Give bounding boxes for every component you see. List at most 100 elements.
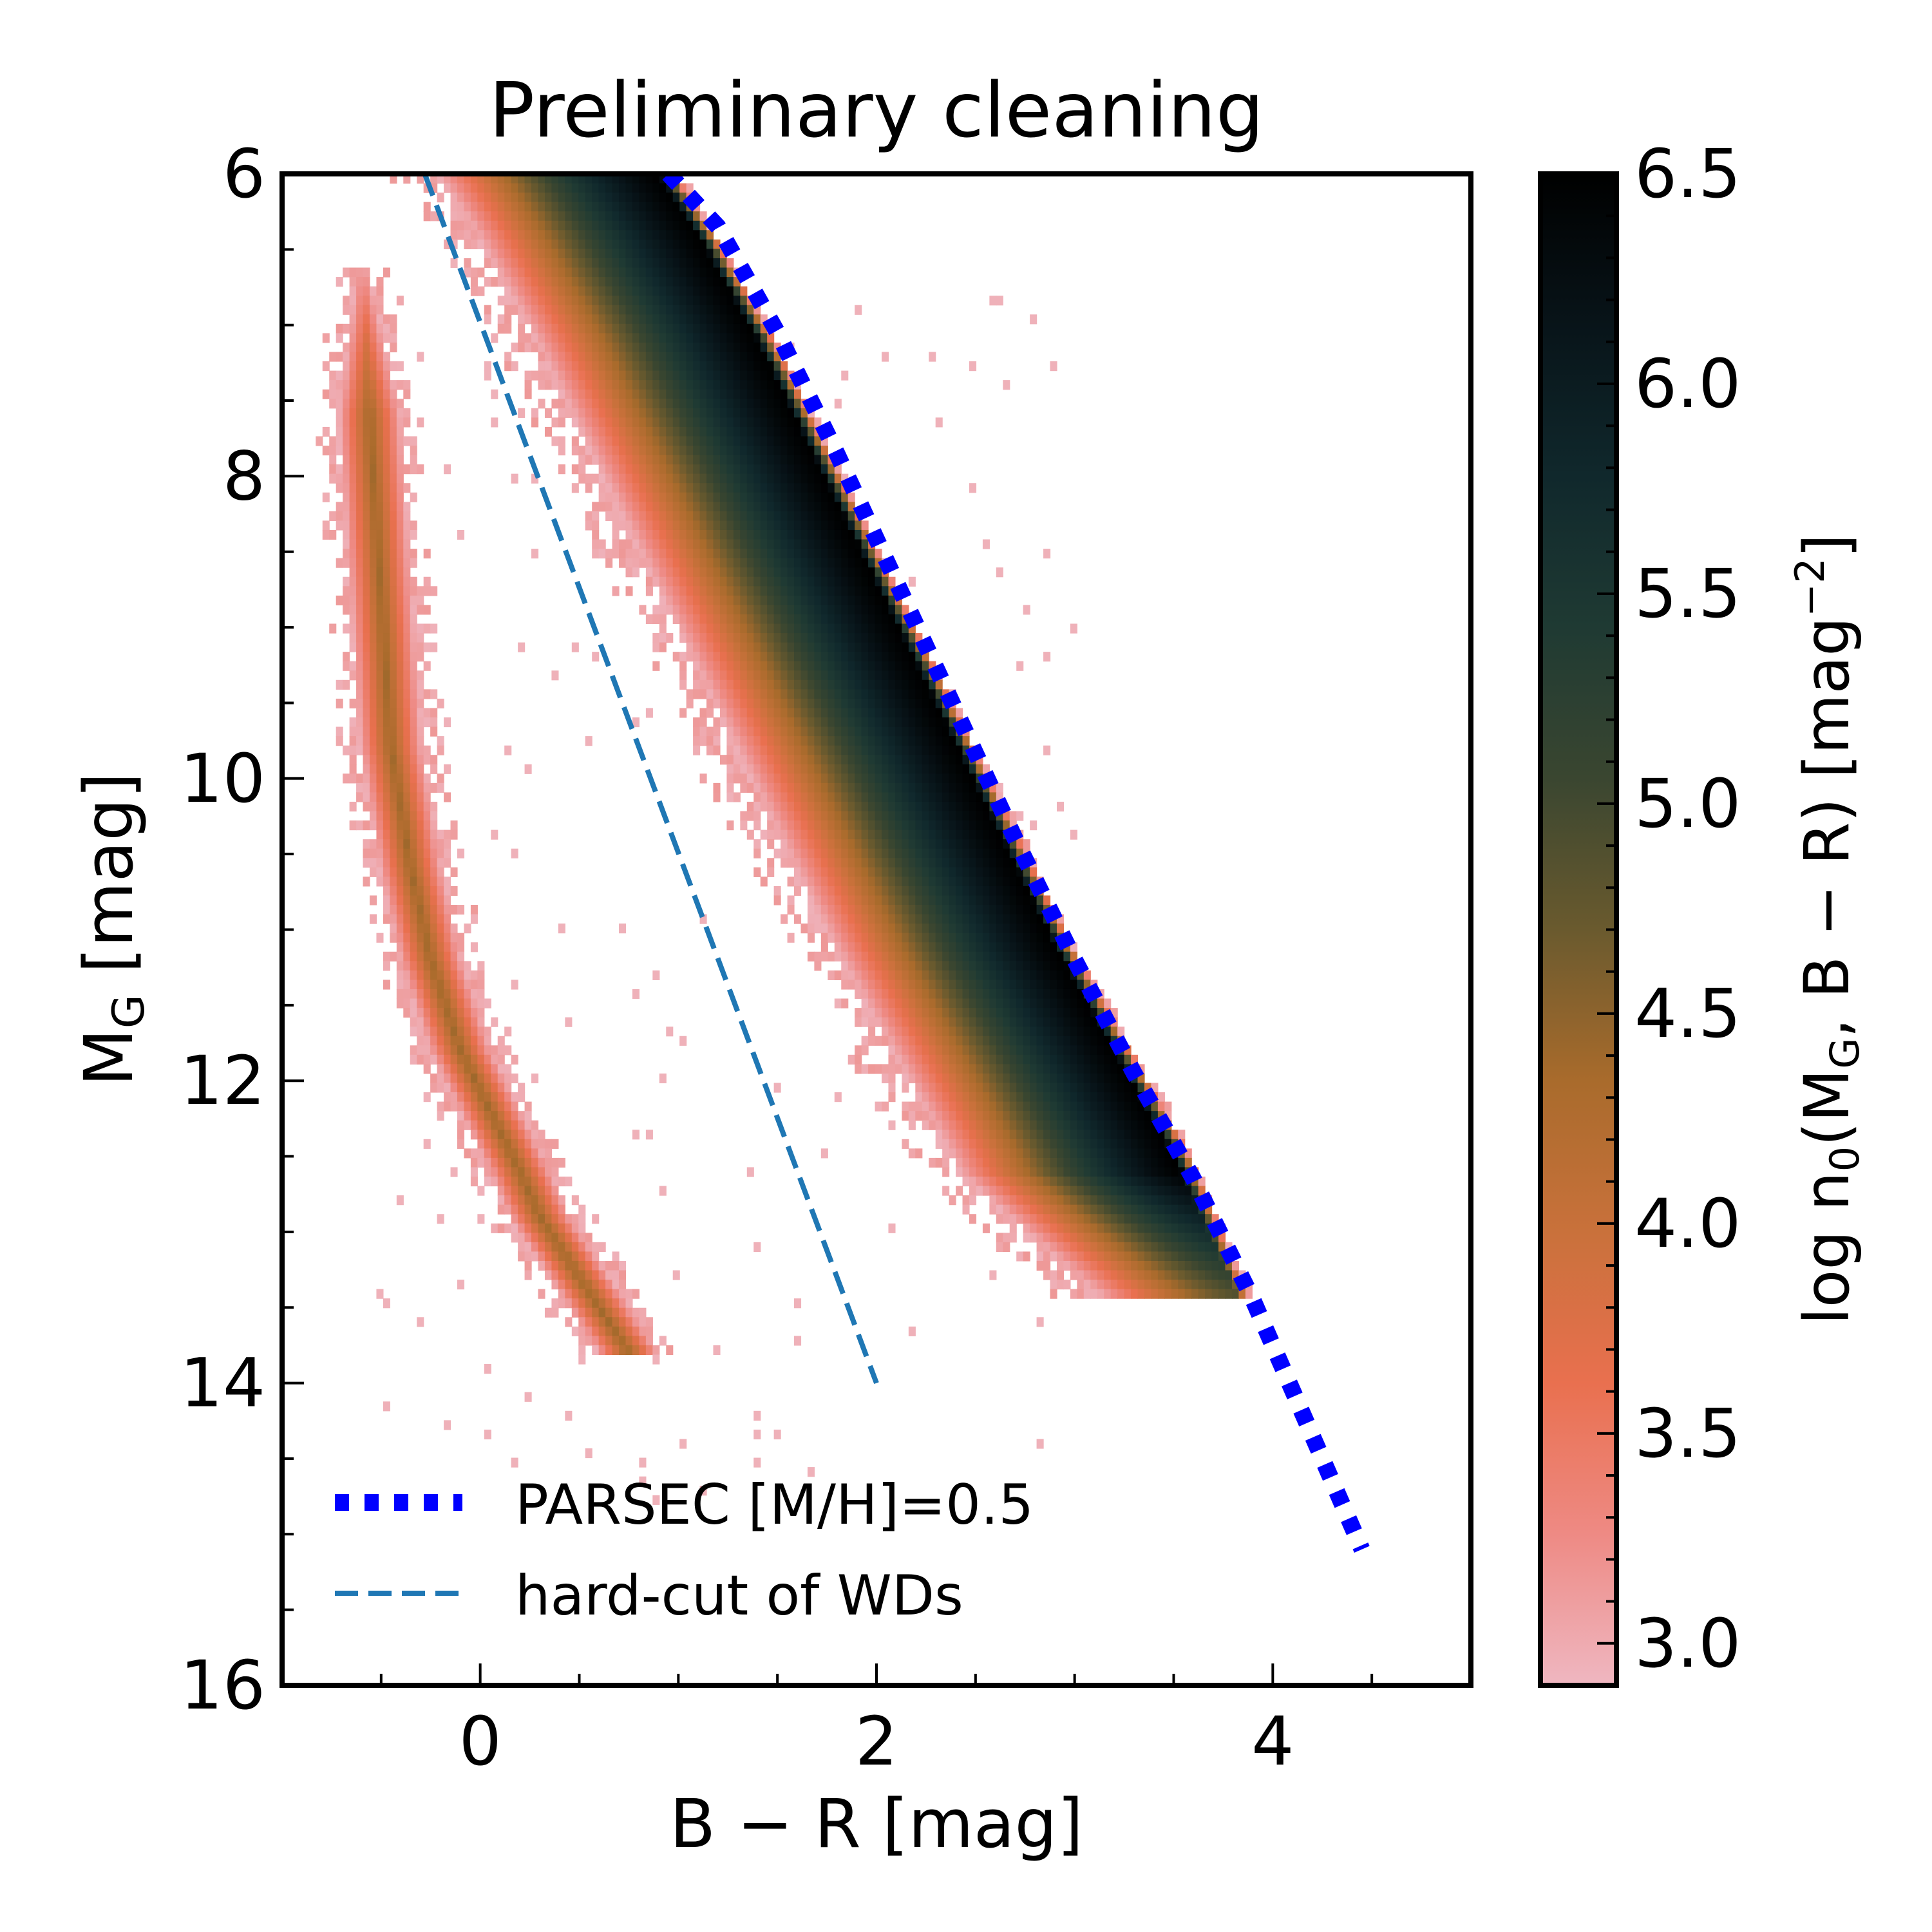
heatmap-cell bbox=[868, 867, 876, 877]
heatmap-cell bbox=[1036, 895, 1044, 905]
heatmap-cell bbox=[376, 342, 384, 353]
heatmap-cell bbox=[787, 736, 795, 746]
heatmap-cell bbox=[800, 464, 808, 475]
heatmap-cell bbox=[787, 801, 795, 812]
heatmap-cell bbox=[470, 980, 478, 990]
heatmap-cell bbox=[814, 529, 822, 540]
heatmap-cell bbox=[417, 820, 424, 831]
heatmap-cell bbox=[888, 595, 896, 605]
heatmap-cell bbox=[1030, 1027, 1037, 1037]
heatmap-cell bbox=[1023, 914, 1030, 924]
heatmap-cell bbox=[814, 961, 822, 971]
heatmap-cell bbox=[767, 483, 775, 493]
heatmap-cell bbox=[820, 886, 828, 896]
heatmap-cell bbox=[322, 492, 330, 502]
heatmap-cell bbox=[882, 970, 889, 981]
heatmap-cell bbox=[464, 1017, 471, 1027]
heatmap-cell bbox=[719, 558, 727, 568]
heatmap-cell bbox=[1003, 998, 1010, 1009]
heatmap-cell bbox=[935, 914, 943, 924]
heatmap-cell bbox=[450, 933, 458, 943]
heatmap-cell bbox=[558, 923, 565, 934]
heatmap-cell bbox=[390, 417, 397, 428]
heatmap-cell bbox=[410, 549, 417, 559]
heatmap-cell bbox=[430, 801, 438, 812]
heatmap-cell bbox=[403, 633, 411, 643]
heatmap-cell bbox=[834, 726, 842, 737]
heatmap-cell bbox=[659, 586, 667, 596]
heatmap-cell bbox=[746, 464, 754, 475]
heatmap-cell bbox=[450, 1083, 458, 1093]
heatmap-cell bbox=[861, 876, 869, 887]
heatmap-cell bbox=[343, 455, 350, 465]
heatmap-cell bbox=[733, 492, 741, 502]
heatmap-cell bbox=[1083, 980, 1091, 990]
heatmap-cell bbox=[861, 886, 869, 896]
heatmap-cell bbox=[794, 773, 802, 784]
heatmap-cell bbox=[470, 998, 478, 1009]
heatmap-cell bbox=[551, 296, 559, 306]
heatmap-cell bbox=[693, 305, 701, 315]
heatmap-cell bbox=[942, 867, 950, 877]
heatmap-cell bbox=[369, 848, 377, 858]
heatmap-cell bbox=[794, 782, 802, 793]
heatmap-cell bbox=[740, 605, 748, 615]
heatmap-cell bbox=[652, 642, 660, 652]
heatmap-cell bbox=[444, 1054, 451, 1065]
heatmap-cell bbox=[336, 408, 343, 418]
heatmap-cell bbox=[781, 717, 788, 728]
heatmap-cell bbox=[800, 483, 808, 493]
heatmap-cell bbox=[336, 511, 343, 521]
heatmap-cell bbox=[464, 1083, 471, 1093]
heatmap-cell bbox=[376, 305, 384, 315]
heatmap-cell bbox=[457, 230, 465, 240]
heatmap-cell bbox=[336, 520, 343, 531]
heatmap-cell bbox=[949, 1092, 956, 1103]
heatmap-cell bbox=[982, 933, 990, 943]
heatmap-cell bbox=[369, 380, 377, 390]
heatmap-cell bbox=[929, 961, 936, 971]
heatmap-cell bbox=[895, 811, 902, 821]
heatmap-cell bbox=[1030, 989, 1037, 999]
heatmap-cell bbox=[417, 708, 424, 718]
heatmap-cell bbox=[343, 426, 350, 437]
heatmap-cell bbox=[484, 1073, 491, 1084]
heatmap-cell bbox=[619, 464, 627, 475]
heatmap-cell bbox=[605, 277, 613, 287]
heatmap-cell bbox=[645, 586, 653, 596]
heatmap-cell bbox=[726, 361, 734, 372]
heatmap-cell bbox=[814, 782, 822, 793]
heatmap-cell bbox=[444, 858, 451, 868]
heatmap-cell bbox=[363, 576, 370, 587]
heatmap-cell bbox=[666, 473, 674, 484]
heatmap-cell bbox=[962, 848, 970, 858]
heatmap-cell bbox=[969, 989, 977, 999]
heatmap-cell bbox=[551, 314, 559, 325]
heatmap-cell bbox=[787, 726, 795, 737]
heatmap-cell bbox=[713, 483, 721, 493]
heatmap-cell bbox=[396, 829, 404, 840]
heatmap-cell bbox=[625, 220, 633, 231]
heatmap-cell bbox=[430, 1027, 438, 1037]
heatmap-cell bbox=[511, 1073, 518, 1084]
heatmap-cell bbox=[349, 661, 357, 671]
heatmap-cell bbox=[1016, 848, 1024, 858]
heatmap-cell bbox=[336, 370, 343, 381]
heatmap-cell bbox=[767, 858, 775, 868]
heatmap-cell bbox=[875, 717, 882, 728]
heatmap-cell bbox=[477, 174, 485, 184]
heatmap-cell bbox=[1016, 1073, 1024, 1084]
heatmap-cell bbox=[1050, 1054, 1057, 1065]
heatmap-cell bbox=[1016, 1017, 1024, 1027]
heatmap-cell bbox=[518, 296, 526, 306]
heatmap-cell bbox=[632, 539, 640, 549]
heatmap-cell bbox=[773, 473, 781, 484]
heatmap-cell bbox=[598, 380, 606, 390]
heatmap-cell bbox=[820, 745, 828, 755]
heatmap-cell bbox=[666, 595, 674, 605]
heatmap-cell bbox=[396, 923, 404, 934]
heatmap-cell bbox=[619, 389, 627, 399]
heatmap-cell bbox=[1083, 1036, 1091, 1046]
heatmap-cell bbox=[888, 1092, 896, 1103]
heatmap-cell bbox=[820, 473, 828, 484]
